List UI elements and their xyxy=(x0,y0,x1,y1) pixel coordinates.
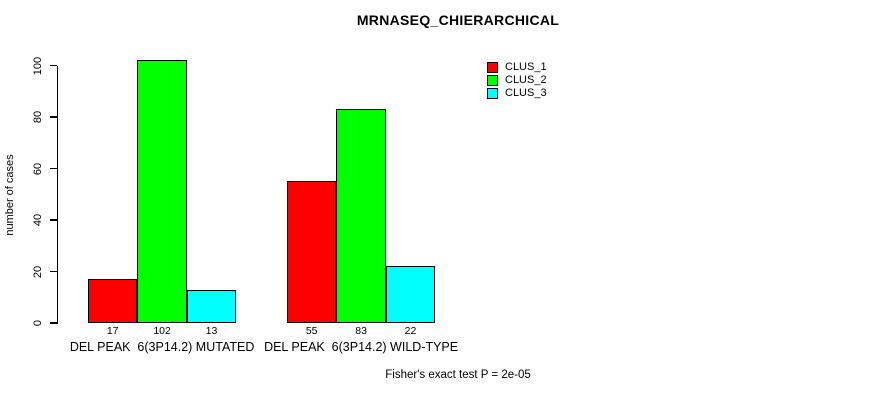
y-tick-mark xyxy=(50,116,57,118)
y-tick-mark xyxy=(50,270,57,273)
legend-item: CLUS_1 xyxy=(487,61,547,74)
y-axis-line xyxy=(56,65,58,324)
y-tick-label: 60 xyxy=(32,162,44,175)
legend-label: CLUS_1 xyxy=(505,61,547,73)
y-tick-label: 0 xyxy=(32,319,44,327)
bar-clus_3-group1 xyxy=(186,289,237,323)
bar-value-label: 17 xyxy=(106,324,119,337)
y-tick-label: 20 xyxy=(32,265,44,278)
y-tick-mark xyxy=(50,219,57,221)
bar-value-label: 83 xyxy=(355,324,367,337)
y-tick-label: 100 xyxy=(32,56,44,75)
bar-clus_2-group2 xyxy=(336,109,386,323)
y-axis-label: number of cases xyxy=(4,154,16,236)
legend-swatch-clus_3 xyxy=(487,88,498,99)
bar-clus_1-group2 xyxy=(287,181,337,323)
legend-item: CLUS_3 xyxy=(487,87,547,100)
chart-title: MRNASEQ_CHIERARCHICAL xyxy=(356,12,560,28)
y-tick-label: 40 xyxy=(32,213,44,227)
bar-clus_3-group2 xyxy=(385,266,436,323)
legend: CLUS_1 CLUS_2 CLUS_3 xyxy=(487,61,547,100)
y-tick-label: 80 xyxy=(32,110,44,124)
legend-swatch-clus_2 xyxy=(487,75,498,86)
y-tick-mark xyxy=(50,64,57,67)
bar-value-label: 22 xyxy=(404,324,417,337)
bar-value-label: 102 xyxy=(153,324,171,337)
bar-value-label: 55 xyxy=(305,324,318,337)
annotation-text: Fisher's exact test P = 2e-05 xyxy=(385,369,531,381)
legend-swatch-clus_1 xyxy=(487,62,498,73)
bar-clus_2-group1 xyxy=(137,60,187,323)
category-label: DEL PEAK 6(3P14.2) WILD-TYPE xyxy=(264,340,459,354)
y-tick-mark xyxy=(50,322,57,324)
legend-label: CLUS_3 xyxy=(505,87,547,99)
legend-label: CLUS_2 xyxy=(505,74,547,86)
legend-item: CLUS_2 xyxy=(487,74,547,87)
bar-value-label: 13 xyxy=(205,324,218,337)
category-label: DEL PEAK 6(3P14.2) MUTATED xyxy=(69,340,255,354)
y-tick-mark xyxy=(50,167,57,170)
bar-clus_1-group1 xyxy=(88,279,138,323)
